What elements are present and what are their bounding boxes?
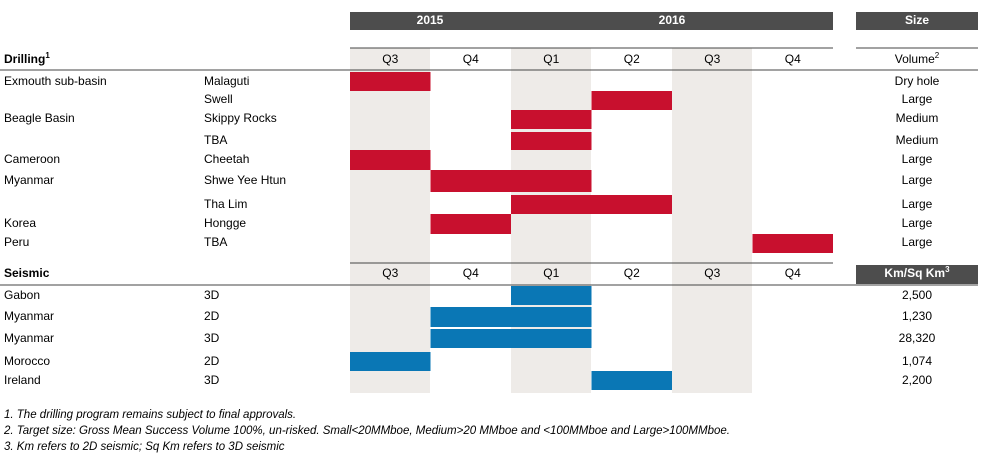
size: Large <box>902 173 933 187</box>
section-title: Seismic <box>4 266 50 280</box>
size: Medium <box>896 111 939 125</box>
timeline-bar <box>430 170 592 192</box>
region: Morocco <box>4 354 50 368</box>
quarter: Q4 <box>463 52 479 66</box>
quarter: Q3 <box>704 52 720 66</box>
timeline-bar <box>591 371 672 390</box>
region: Exmouth sub-basin <box>4 74 107 88</box>
timeline-bar <box>350 72 431 91</box>
size: Large <box>902 235 933 249</box>
year: 2016 <box>659 13 686 27</box>
footnote-ref: 3 <box>945 265 950 274</box>
item: TBA <box>204 235 227 249</box>
footnote-ref: 2 <box>935 51 940 60</box>
region: Ireland <box>4 373 41 387</box>
region: Beagle Basin <box>4 111 75 125</box>
quarter: Q3 <box>382 266 398 280</box>
quarter: Q3 <box>382 52 398 66</box>
section-title: Drilling1 <box>4 51 50 67</box>
timeline-bar <box>752 234 833 253</box>
item: TBA <box>204 133 227 147</box>
timeline-bar <box>430 329 592 348</box>
item: 2D <box>204 309 220 323</box>
size: 1,074 <box>902 354 932 368</box>
size: Medium <box>896 133 939 147</box>
timeline-bar <box>430 307 592 327</box>
size: 2,200 <box>902 373 932 387</box>
size-header: Km/Sq Km3 <box>884 265 950 281</box>
size: Large <box>902 197 933 211</box>
timeline-bar <box>511 286 592 305</box>
region: Korea <box>4 216 36 230</box>
size: 2,500 <box>902 288 932 302</box>
region: Myanmar <box>4 331 54 345</box>
item: 2D <box>204 354 220 368</box>
size: Large <box>902 216 933 230</box>
size-header <box>856 265 978 284</box>
quarter: Q1 <box>543 266 559 280</box>
timeline-bar <box>511 195 672 214</box>
size: Dry hole <box>895 74 940 88</box>
region: Peru <box>4 235 29 249</box>
timeline-bar <box>350 352 431 371</box>
size: 28,320 <box>899 331 936 345</box>
quarter: Q2 <box>624 52 640 66</box>
quarter: Q3 <box>704 266 720 280</box>
item: 3D <box>204 373 220 387</box>
region: Cameroon <box>4 152 60 166</box>
quarter: Q4 <box>785 52 801 66</box>
timeline-bar <box>591 91 672 110</box>
quarter: Q1 <box>543 52 559 66</box>
timeline-bar <box>430 214 511 234</box>
timeline-bar <box>511 132 592 150</box>
size: Large <box>902 152 933 166</box>
year-header <box>350 12 833 30</box>
footnote: 1. The drilling program remains subject … <box>4 409 296 421</box>
item: Skippy Rocks <box>204 111 277 125</box>
region: Gabon <box>4 288 40 302</box>
timeline-bar <box>511 110 592 129</box>
size-header: Volume2 <box>895 51 940 67</box>
footnote: 2. Target size: Gross Mean Success Volum… <box>3 425 730 437</box>
footnote-ref: 1 <box>45 51 50 60</box>
item: 3D <box>204 331 220 345</box>
region: Myanmar <box>4 173 54 187</box>
region: Myanmar <box>4 309 54 323</box>
size-title: Size <box>905 13 929 27</box>
item: Tha Lim <box>204 197 247 211</box>
size-header <box>856 12 978 30</box>
timeline-bar <box>350 150 431 170</box>
quarter: Q4 <box>463 266 479 280</box>
size: 1,230 <box>902 309 932 323</box>
item: Shwe Yee Htun <box>204 173 286 187</box>
item: Cheetah <box>204 152 249 166</box>
item: 3D <box>204 288 220 302</box>
quarter: Q2 <box>624 266 640 280</box>
item: Malaguti <box>204 74 249 88</box>
quarter: Q4 <box>785 266 801 280</box>
footnote: 3. Km refers to 2D seismic; Sq Km refers… <box>4 441 285 453</box>
year: 2015 <box>417 13 444 27</box>
column-shading <box>350 48 752 393</box>
size: Large <box>902 92 933 106</box>
item: Swell <box>204 92 233 106</box>
item: Hongge <box>204 216 246 230</box>
